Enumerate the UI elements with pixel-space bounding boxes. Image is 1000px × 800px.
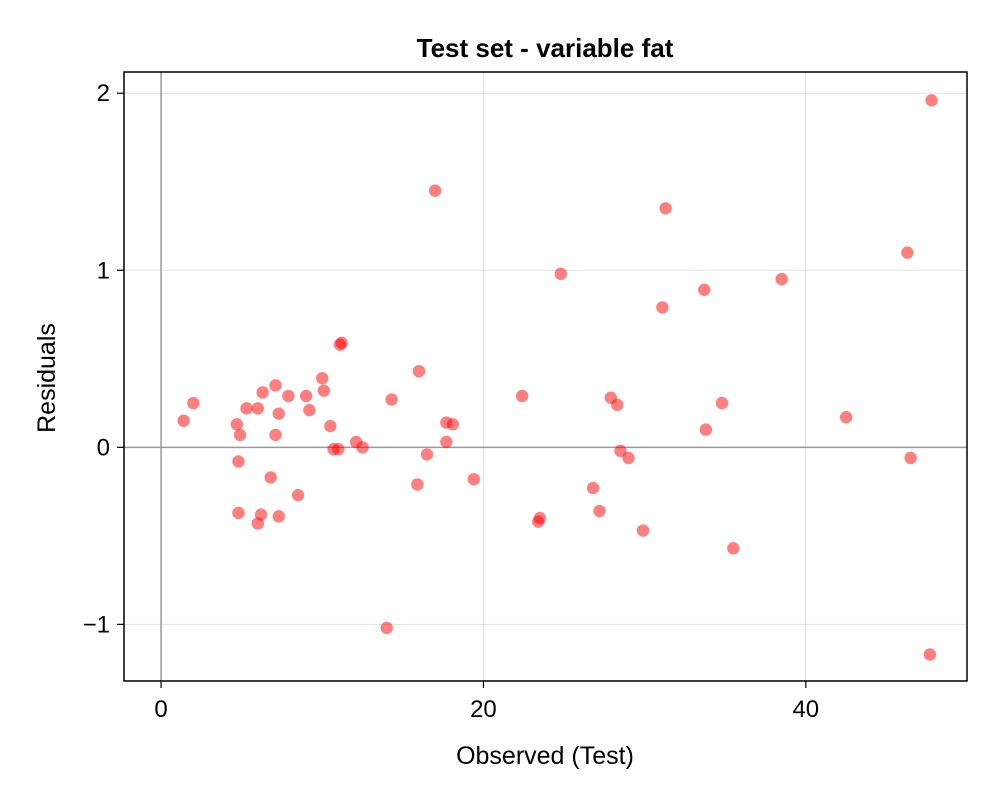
data-point: [282, 389, 295, 403]
y-tick-label: −1: [83, 611, 110, 638]
data-point: [299, 389, 313, 403]
data-point: [554, 267, 568, 281]
data-point: [904, 451, 917, 465]
data-point: [380, 621, 393, 635]
data-point: [727, 542, 740, 555]
data-point: [411, 478, 424, 491]
data-point: [593, 504, 606, 518]
data-point: [420, 448, 434, 461]
data-point: [699, 423, 713, 436]
grid-lines: [124, 72, 967, 681]
data-point: [230, 418, 244, 431]
data-point: [586, 481, 600, 495]
data-point: [636, 524, 650, 537]
x-tick-label: 20: [470, 696, 497, 723]
data-point: [316, 372, 329, 385]
data-point: [251, 402, 264, 415]
y-tick-label: 0: [97, 434, 110, 461]
y-axis-label: Residuals: [33, 323, 61, 433]
data-point: [272, 407, 285, 420]
y-tick-label: 2: [97, 80, 110, 107]
data-point: [356, 441, 369, 454]
data-point: [291, 488, 305, 502]
data-point: [622, 451, 635, 465]
reference-lines: [124, 72, 967, 681]
data-point: [611, 398, 624, 412]
data-point: [440, 435, 453, 449]
data-point: [656, 301, 669, 314]
data-point: [533, 511, 547, 525]
data-point: [412, 364, 426, 378]
x-tick-label: 0: [154, 696, 167, 723]
x-tick-label: 40: [792, 696, 819, 723]
data-point: [232, 455, 245, 468]
data-point: [467, 472, 480, 486]
data-point: [332, 442, 345, 456]
data-point: [232, 506, 245, 520]
data-point: [515, 389, 529, 403]
data-point: [901, 246, 914, 259]
data-point: [775, 272, 788, 286]
data-point: [269, 428, 282, 442]
data-point: [335, 336, 348, 350]
data-point: [839, 411, 853, 424]
data-point: [715, 396, 729, 410]
data-point: [659, 202, 672, 215]
data-point: [264, 471, 277, 484]
data-point: [428, 184, 442, 197]
data-point: [272, 510, 285, 523]
y-tick-label: 1: [97, 257, 110, 284]
data-point: [240, 402, 253, 415]
data-point: [269, 379, 282, 392]
chart-title: Test set - variable fat: [417, 33, 674, 63]
data-point: [324, 419, 337, 433]
data-point: [317, 384, 331, 397]
data-point: [254, 508, 268, 521]
data-points: [177, 94, 938, 661]
data-point: [177, 414, 190, 427]
data-point: [233, 428, 247, 442]
data-point: [187, 396, 200, 410]
data-point: [256, 386, 269, 399]
data-point: [385, 393, 398, 406]
data-point: [614, 444, 627, 458]
data-point: [303, 403, 316, 417]
data-point: [698, 283, 711, 296]
data-point: [925, 94, 938, 107]
axis-ticks: 0 20 40 −1 0 1 2: [83, 80, 820, 723]
data-point: [446, 418, 460, 431]
plot-area-frame: [123, 71, 968, 682]
data-point: [923, 648, 937, 661]
x-axis-label: Observed (Test): [456, 742, 634, 770]
